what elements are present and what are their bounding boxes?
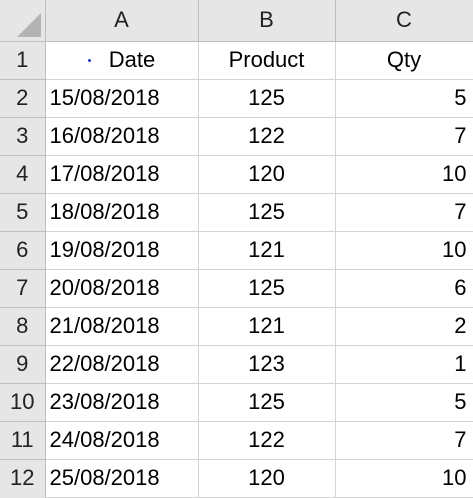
cell-date[interactable]: 25/08/2018 [45, 459, 199, 498]
row-header[interactable]: 6 [0, 231, 46, 270]
cell-product[interactable]: 120 [198, 155, 336, 194]
cell-date[interactable]: 19/08/2018 [45, 231, 199, 270]
table-row: 3 16/08/2018 122 7 [0, 117, 473, 156]
cell-date[interactable]: 17/08/2018 [45, 155, 199, 194]
cell-c1-qty-header[interactable]: Qty [335, 41, 473, 80]
cell-qty[interactable]: 5 [335, 79, 473, 118]
cell-qty[interactable]: 2 [335, 307, 473, 346]
table-row: 9 22/08/2018 123 1 [0, 345, 473, 384]
cell-qty[interactable]: 6 [335, 269, 473, 308]
table-row-header: 1 Date Product Qty [0, 41, 473, 80]
table-row: 11 24/08/2018 122 7 [0, 421, 473, 460]
cell-product[interactable]: 122 [198, 117, 336, 156]
cell-qty[interactable]: 10 [335, 231, 473, 270]
row-header[interactable]: 9 [0, 345, 46, 384]
cell-date[interactable]: 16/08/2018 [45, 117, 199, 156]
cell-product[interactable]: 122 [198, 421, 336, 460]
row-header[interactable]: 2 [0, 79, 46, 118]
select-all-triangle-icon [16, 12, 41, 37]
cell-product[interactable]: 123 [198, 345, 336, 384]
cell-qty[interactable]: 1 [335, 345, 473, 384]
table-row: 7 20/08/2018 125 6 [0, 269, 473, 308]
cell-qty[interactable]: 10 [335, 155, 473, 194]
dot-icon [87, 58, 91, 62]
cell-date[interactable]: 18/08/2018 [45, 193, 199, 232]
cell-qty[interactable]: 7 [335, 117, 473, 156]
row-header[interactable]: 8 [0, 307, 46, 346]
table-row: 6 19/08/2018 121 10 [0, 231, 473, 270]
cell-qty[interactable]: 5 [335, 383, 473, 422]
sheet-bottom-edge [0, 495, 45, 498]
cell-date[interactable]: 24/08/2018 [45, 421, 199, 460]
row-header[interactable]: 12 [0, 459, 46, 498]
cell-product[interactable]: 125 [198, 79, 336, 118]
row-header[interactable]: 1 [0, 41, 46, 80]
cell-product[interactable]: 120 [198, 459, 336, 498]
cell-product[interactable]: 125 [198, 383, 336, 422]
cell-product[interactable]: 125 [198, 269, 336, 308]
column-header-row: A B C [0, 0, 473, 42]
cell-product[interactable]: 121 [198, 307, 336, 346]
row-header[interactable]: 10 [0, 383, 46, 422]
row-header[interactable]: 7 [0, 269, 46, 308]
row-header[interactable]: 3 [0, 117, 46, 156]
cell-date[interactable]: 22/08/2018 [45, 345, 199, 384]
cell-product[interactable]: 125 [198, 193, 336, 232]
cell-qty[interactable]: 7 [335, 421, 473, 460]
column-header-c[interactable]: C [335, 0, 473, 42]
cell-qty[interactable]: 10 [335, 459, 473, 498]
cell-a1-date-header[interactable]: Date [45, 41, 199, 80]
date-header-label: Date [108, 47, 156, 72]
cell-b1-product-header[interactable]: Product [198, 41, 336, 80]
cell-date[interactable]: 15/08/2018 [45, 79, 199, 118]
row-header[interactable]: 11 [0, 421, 46, 460]
column-header-a[interactable]: A [45, 0, 199, 42]
cell-date[interactable]: 23/08/2018 [45, 383, 199, 422]
table-row: 2 15/08/2018 125 5 [0, 79, 473, 118]
table-row: 5 18/08/2018 125 7 [0, 193, 473, 232]
cell-qty[interactable]: 7 [335, 193, 473, 232]
cell-date[interactable]: 20/08/2018 [45, 269, 199, 308]
table-row: 10 23/08/2018 125 5 [0, 383, 473, 422]
cell-product[interactable]: 121 [198, 231, 336, 270]
table-row: 12 25/08/2018 120 10 [0, 459, 473, 498]
select-all-button[interactable] [0, 0, 46, 42]
column-header-b[interactable]: B [198, 0, 336, 42]
table-row: 8 21/08/2018 121 2 [0, 307, 473, 346]
row-header[interactable]: 4 [0, 155, 46, 194]
row-header[interactable]: 5 [0, 193, 46, 232]
table-row: 4 17/08/2018 120 10 [0, 155, 473, 194]
cell-date[interactable]: 21/08/2018 [45, 307, 199, 346]
